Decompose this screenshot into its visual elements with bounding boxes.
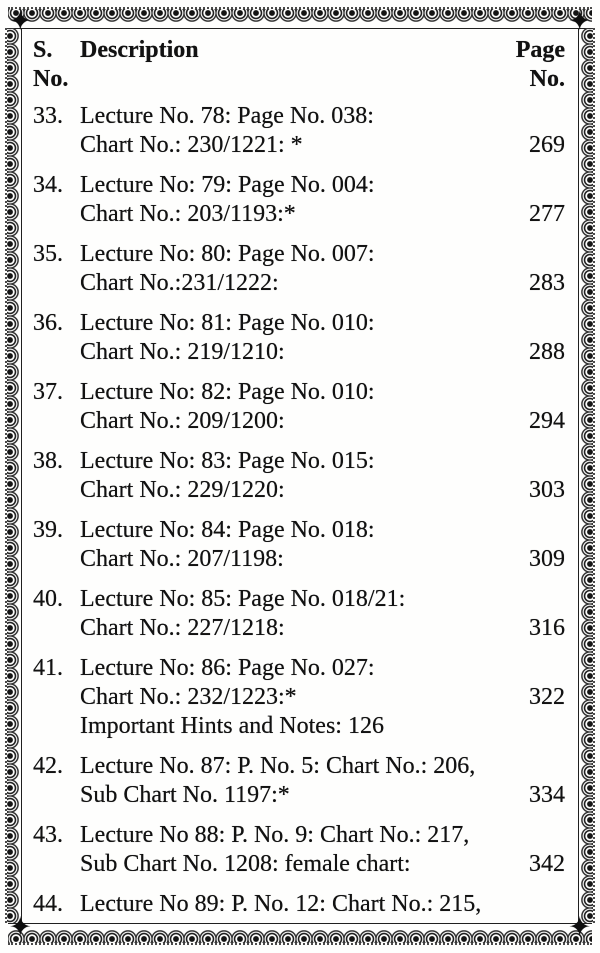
ornamental-border-right bbox=[578, 28, 595, 923]
entry-page-number: 309 bbox=[529, 546, 565, 572]
entry-line: Chart No.: 229/1220: bbox=[80, 477, 285, 503]
toc-entry: 43. Lecture No 88: P. No. 9: Chart No.: … bbox=[33, 821, 565, 879]
ornamental-border-left bbox=[5, 28, 22, 923]
entry-number: 44. bbox=[33, 891, 63, 917]
toc-entry: 41. Lecture No: 86: Page No. 027: Chart … bbox=[33, 654, 565, 741]
entry-page-number: 269 bbox=[529, 132, 565, 158]
entry-page-number: 303 bbox=[529, 477, 565, 503]
entry-line: Lecture No: 86: Page No. 027: bbox=[80, 655, 375, 681]
corner-star-icon: ✦ bbox=[9, 912, 32, 942]
entry-description: Lecture No. 78: Page No. 038: Chart No.:… bbox=[80, 102, 565, 160]
toc-header: S. No. Description Page No. bbox=[33, 36, 565, 94]
entry-line: Chart No.: 207/1198: bbox=[80, 546, 284, 572]
entry-line: Chart No.: 219/1210: bbox=[80, 339, 285, 365]
header-description: Description bbox=[80, 37, 199, 63]
toc-entry: 36. Lecture No: 81: Page No. 010: Chart … bbox=[33, 309, 565, 367]
ornamental-border-top bbox=[8, 7, 592, 29]
entry-number: 33. bbox=[33, 103, 63, 129]
toc-entry: 39. Lecture No: 84: Page No. 018: Chart … bbox=[33, 516, 565, 574]
entry-description: Lecture No. 87: P. No. 5: Chart No.: 206… bbox=[80, 752, 565, 810]
entry-page-number: 283 bbox=[529, 270, 565, 296]
entry-number: 34. bbox=[33, 172, 63, 198]
entry-page-number: 334 bbox=[529, 782, 565, 808]
entry-line: Chart No.: 232/1223:* bbox=[80, 684, 297, 710]
entry-description: Lecture No: 79: Page No. 004: Chart No.:… bbox=[80, 171, 565, 229]
entry-line: Lecture No. 78: Page No. 038: bbox=[80, 103, 374, 129]
entry-page-number: 316 bbox=[529, 615, 565, 641]
entry-line: Chart No.: 209/1200: bbox=[80, 408, 285, 434]
entry-description: Lecture No: 86: Page No. 027: Chart No.:… bbox=[80, 654, 565, 741]
toc-entry: 37. Lecture No: 82: Page No. 010: Chart … bbox=[33, 378, 565, 436]
entry-description: Lecture No: 85: Page No. 018/21: Chart N… bbox=[80, 585, 565, 643]
entry-description: Lecture No: 81: Page No. 010: Chart No.:… bbox=[80, 309, 565, 367]
entry-page-number: 322 bbox=[529, 684, 565, 710]
entry-line: Chart No.: 203/1193:* bbox=[80, 201, 296, 227]
entry-line: Lecture No: 83: Page No. 015: bbox=[80, 448, 375, 474]
entry-line: Sub Chart No. 1197:* bbox=[80, 782, 290, 808]
entry-number: 40. bbox=[33, 586, 63, 612]
entry-description: Lecture No: 84: Page No. 018: Chart No.:… bbox=[80, 516, 565, 574]
toc-entry: 38. Lecture No: 83: Page No. 015: Chart … bbox=[33, 447, 565, 505]
entry-number: 42. bbox=[33, 753, 63, 779]
entry-line: Chart No.: 227/1218: bbox=[80, 615, 285, 641]
header-page-line2: No. bbox=[529, 66, 565, 92]
entry-line: Lecture No 88: P. No. 9: Chart No.: 217, bbox=[80, 822, 470, 848]
entry-line: Lecture No: 80: Page No. 007: bbox=[80, 241, 375, 267]
entry-line: Important Hints and Notes: 126 bbox=[80, 713, 384, 739]
entry-number: 38. bbox=[33, 448, 63, 474]
toc-entry: 42. Lecture No. 87: P. No. 5: Chart No.:… bbox=[33, 752, 565, 810]
entry-description: Lecture No: 83: Page No. 015: Chart No.:… bbox=[80, 447, 565, 505]
entry-line: Chart No.: 230/1221: * bbox=[80, 132, 303, 158]
entry-description: Lecture No: 80: Page No. 007: Chart No.:… bbox=[80, 240, 565, 298]
entry-description: Lecture No 89: P. No. 12: Chart No.: 215… bbox=[80, 890, 565, 919]
entry-line: Lecture No. 87: P. No. 5: Chart No.: 206… bbox=[80, 753, 476, 779]
entry-line: Lecture No 89: P. No. 12: Chart No.: 215… bbox=[80, 891, 482, 917]
header-page: Page No. bbox=[475, 36, 565, 94]
entry-page-number: 277 bbox=[529, 201, 565, 227]
entry-number: 41. bbox=[33, 655, 63, 681]
entry-line: Lecture No: 79: Page No. 004: bbox=[80, 172, 375, 198]
entry-line: Lecture No: 84: Page No. 018: bbox=[80, 517, 375, 543]
toc-entry: 40. Lecture No: 85: Page No. 018/21: Cha… bbox=[33, 585, 565, 643]
entry-number: 36. bbox=[33, 310, 63, 336]
toc-entry: 44. Lecture No 89: P. No. 12: Chart No.:… bbox=[33, 890, 565, 919]
entry-line: Chart No.:231/1222: bbox=[80, 270, 279, 296]
toc-entry: 33. Lecture No. 78: Page No. 038: Chart … bbox=[33, 102, 565, 160]
entry-page-number: 294 bbox=[529, 408, 565, 434]
header-sno-line1: S. bbox=[33, 37, 53, 63]
toc-content: S. No. Description Page No. 33. Lecture … bbox=[22, 30, 568, 919]
entry-line: Lecture No: 82: Page No. 010: bbox=[80, 379, 375, 405]
entry-line: Lecture No: 81: Page No. 010: bbox=[80, 310, 375, 336]
entry-number: 37. bbox=[33, 379, 63, 405]
entry-description: Lecture No 88: P. No. 9: Chart No.: 217,… bbox=[80, 821, 565, 879]
entry-line: Sub Chart No. 1208: female chart: bbox=[80, 851, 411, 877]
corner-star-icon: ✦ bbox=[9, 6, 32, 36]
entry-number: 43. bbox=[33, 822, 63, 848]
entry-description: Lecture No: 82: Page No. 010: Chart No.:… bbox=[80, 378, 565, 436]
corner-star-icon: ✦ bbox=[568, 6, 591, 36]
header-page-line1: Page bbox=[515, 37, 565, 63]
ornamental-border-bottom bbox=[8, 923, 592, 945]
entry-number: 39. bbox=[33, 517, 63, 543]
entry-line: Lecture No: 85: Page No. 018/21: bbox=[80, 586, 406, 612]
toc-entry: 35. Lecture No: 80: Page No. 007: Chart … bbox=[33, 240, 565, 298]
entry-number: 35. bbox=[33, 241, 63, 267]
corner-star-icon: ✦ bbox=[568, 912, 591, 942]
toc-entry: 34. Lecture No: 79: Page No. 004: Chart … bbox=[33, 171, 565, 229]
entry-page-number: 288 bbox=[529, 339, 565, 365]
header-sno: S. No. bbox=[33, 36, 80, 94]
entry-page-number: 342 bbox=[529, 851, 565, 877]
header-sno-line2: No. bbox=[33, 66, 69, 92]
